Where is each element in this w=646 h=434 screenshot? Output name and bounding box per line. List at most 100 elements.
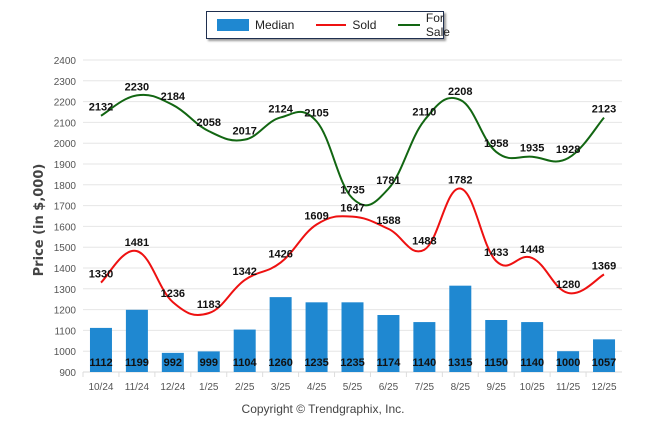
x-tick-label: 4/25 xyxy=(307,382,327,393)
for-sale-swatch-icon xyxy=(398,24,420,26)
median-data-label: 1140 xyxy=(412,357,436,369)
for-sale-data-label: 1781 xyxy=(376,175,400,187)
x-tick-label: 7/25 xyxy=(415,382,435,393)
bar xyxy=(305,302,328,372)
y-tick-label: 1600 xyxy=(54,222,77,233)
bar xyxy=(449,285,472,372)
y-axis-label: Price (in $,000) xyxy=(32,164,47,277)
copyright-text: Copyright © Trendgraphix, Inc. xyxy=(241,402,405,416)
bar xyxy=(521,322,544,372)
for-sale-data-label: 2132 xyxy=(89,102,113,114)
median-data-label: 1000 xyxy=(556,357,580,369)
for-sale-data-label: 1928 xyxy=(556,144,580,156)
sold-data-label: 1647 xyxy=(340,203,364,215)
x-axis-ticks: 10/24 11/24 12/24 1/25 2/25 3/25 4/25 5/25 6/25 7… xyxy=(82,372,617,393)
x-tick-label: 6/25 xyxy=(379,382,399,393)
for-sale-data-label: 2124 xyxy=(268,103,293,115)
median-data-label: 1140 xyxy=(520,357,544,369)
bar xyxy=(233,329,256,372)
bar xyxy=(557,351,580,372)
x-tick-label: 8/25 xyxy=(451,382,471,393)
bar xyxy=(197,351,220,372)
y-tick-label: 2100 xyxy=(54,118,77,129)
y-tick-label: 2200 xyxy=(54,98,77,109)
median-bars xyxy=(89,285,616,372)
x-tick-label: 12/25 xyxy=(592,382,617,393)
sold-data-label: 1369 xyxy=(592,260,616,272)
bar xyxy=(413,322,436,372)
median-data-label: 1315 xyxy=(448,357,472,369)
y-tick-label: 1400 xyxy=(54,264,77,275)
median-data-label: 1199 xyxy=(125,357,149,369)
y-tick-label: 1800 xyxy=(54,181,77,192)
median-data-label: 1260 xyxy=(268,357,292,369)
sold-data-label: 1183 xyxy=(197,299,221,311)
bar xyxy=(593,339,616,372)
y-tick-label: 1500 xyxy=(54,243,77,254)
median-data-label: 1235 xyxy=(304,357,328,369)
median-data-label: 1174 xyxy=(376,357,401,369)
legend-item-median[interactable]: Median xyxy=(217,18,294,32)
for-sale-data-label: 2230 xyxy=(125,81,149,93)
x-tick-label: 5/25 xyxy=(343,382,363,393)
sold-data-label: 1609 xyxy=(304,211,328,223)
for-sale-data-label: 2208 xyxy=(448,86,472,98)
x-tick-label: 10/25 xyxy=(520,382,545,393)
sold-data-label: 1426 xyxy=(268,249,292,261)
for-sale-data-label: 1735 xyxy=(340,184,364,196)
x-tick-label: 9/25 xyxy=(486,382,506,393)
sold-data-label: 1330 xyxy=(89,269,113,281)
y-tick-label: 2300 xyxy=(54,77,77,88)
median-data-label: 1104 xyxy=(233,357,258,369)
y-axis-ticks: 900 1000 1100 1200 1300 1400 1500 1600 1700 1800 1… xyxy=(54,56,77,379)
sold-swatch-icon xyxy=(316,24,347,26)
for-sale-data-label: 2017 xyxy=(232,126,256,138)
median-data-label: 999 xyxy=(200,357,218,369)
y-tick-label: 1200 xyxy=(54,306,77,317)
sold-data-label: 1236 xyxy=(161,288,185,300)
x-tick-label: 11/24 xyxy=(125,382,150,393)
sold-data-label: 1588 xyxy=(376,215,400,227)
legend-item-sold[interactable]: Sold xyxy=(316,18,376,32)
y-tick-label: 1300 xyxy=(54,285,77,296)
for-sale-data-label: 2184 xyxy=(161,91,186,103)
median-data-label: 1235 xyxy=(340,357,364,369)
for-sale-data-label: 1935 xyxy=(520,143,544,155)
y-tick-label: 1700 xyxy=(54,202,77,213)
for-sale-data-label: 2058 xyxy=(197,117,221,129)
for-sale-data-label: 2105 xyxy=(304,107,328,119)
bar xyxy=(269,297,292,372)
for-sale-data-label: 1958 xyxy=(484,138,508,150)
series-lines xyxy=(100,93,605,317)
bar xyxy=(125,309,148,372)
x-tick-label: 12/24 xyxy=(160,382,185,393)
sold-data-label: 1481 xyxy=(125,237,149,249)
x-tick-label: 1/25 xyxy=(199,382,219,393)
for-sale-data-label: 2123 xyxy=(592,104,616,116)
bar xyxy=(341,302,364,372)
sold-line xyxy=(100,187,605,317)
y-tick-label: 2000 xyxy=(54,139,77,150)
sold-data-label: 1448 xyxy=(520,244,544,256)
y-tick-label: 900 xyxy=(59,368,76,379)
x-tick-label: 10/24 xyxy=(88,382,113,393)
sold-data-label: 1280 xyxy=(556,279,580,291)
legend-label: Median xyxy=(255,18,295,32)
median-swatch-icon xyxy=(217,19,249,31)
sold-data-label: 1433 xyxy=(484,247,508,259)
median-data-label: 1057 xyxy=(592,357,616,369)
legend-label: For Sale xyxy=(425,11,450,39)
x-tick-label: 3/25 xyxy=(271,382,291,393)
median-data-label: 1112 xyxy=(89,357,112,369)
legend-label: Sold xyxy=(352,18,377,32)
sold-data-label: 1782 xyxy=(448,175,472,187)
bar xyxy=(161,352,184,372)
legend-item-for-sale[interactable]: For Sale xyxy=(398,11,458,39)
bar xyxy=(485,320,508,372)
y-tick-label: 1100 xyxy=(54,326,76,337)
x-tick-label: 2/25 xyxy=(235,382,255,393)
bar xyxy=(89,327,112,372)
sold-data-label: 1342 xyxy=(232,266,256,278)
y-tick-label: 2400 xyxy=(54,56,77,67)
